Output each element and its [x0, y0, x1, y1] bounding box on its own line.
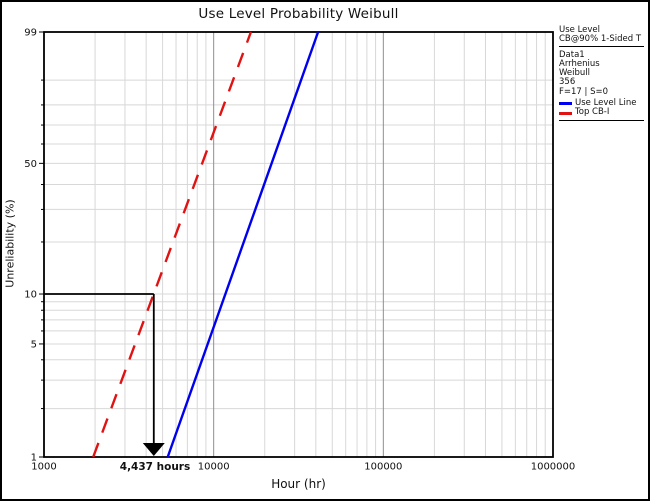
x-tick-label: 1000000 — [531, 462, 576, 473]
legend-entry-use-level-line: Use Level Line — [559, 98, 644, 109]
page-title: Use Level Probability Weibull — [198, 6, 399, 22]
plot-border — [43, 31, 554, 458]
y-axis-title: Unreliability (%) — [3, 199, 17, 288]
x-axis-title: Hour (hr) — [271, 477, 326, 491]
legend-failure-suspension-count: F=17 | S=0 — [559, 86, 609, 97]
legend-series-list: Use Level Line Top CB-I — [559, 98, 644, 121]
x-tick-label: 10000 — [198, 462, 230, 473]
legend-dataset-name: Data1 — [559, 49, 585, 60]
legend-cb-heading: CB@90% 1-Sided T — [559, 35, 644, 47]
legend-entry-label: Top CB-I — [575, 107, 610, 118]
use-level-line-sample — [559, 102, 572, 106]
legend-entry-label: Use Level Line — [575, 98, 637, 109]
legend-panel: Use Level CB@90% 1-Sided T Data1 Arrheni… — [559, 25, 644, 121]
legend-entry-top-cb: Top CB-I — [559, 108, 644, 117]
x-tick-label: 1000 — [31, 462, 56, 473]
b10-annotation-label: 4,437 hours — [119, 461, 191, 473]
y-tick-label: 10 — [24, 290, 37, 301]
x-tick-label: 100000 — [364, 462, 402, 473]
top-cb-line — [92, 31, 253, 458]
legend-model-name: Arrhenius — [559, 58, 600, 69]
y-tick-label: 50 — [24, 159, 37, 170]
top-cb-line-sample — [559, 111, 572, 115]
legend-distribution-name: Weibull — [559, 68, 591, 79]
legend-use-level-heading: Use Level — [559, 25, 601, 35]
y-tick-label: 1 — [31, 453, 37, 464]
use-level-line — [166, 31, 320, 458]
y-tick-label: 5 — [31, 339, 37, 350]
legend-use-stress-value: 356 — [559, 77, 576, 88]
y-tick-label: 99 — [24, 28, 37, 39]
annotation-arrowhead-icon — [142, 443, 165, 456]
